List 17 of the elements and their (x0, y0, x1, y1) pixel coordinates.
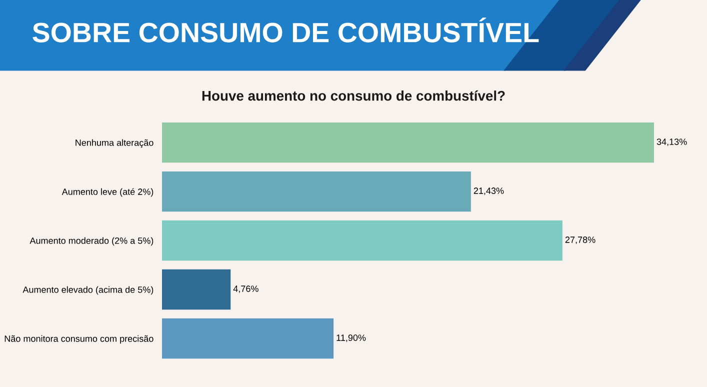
chart-subtitle: Houve aumento no consumo de combustível? (202, 90, 505, 101)
chart-title: SOBRE CONSUMO DE COMBUSTÍVEL (32, 18, 539, 42)
data-label: 34,13% (656, 138, 687, 146)
bar (162, 269, 231, 310)
y-tick-label: Aumento elevado (acima de 5%) (22, 286, 154, 295)
data-label: 27,78% (565, 236, 596, 244)
bar (162, 122, 654, 163)
bar (162, 318, 334, 359)
y-tick-label: Aumento moderado (2% a 5%) (30, 237, 154, 246)
bar (162, 171, 471, 212)
y-tick-label: Nenhuma alteração (76, 139, 154, 148)
data-label: 11,90% (336, 334, 366, 342)
data-label: 21,43% (474, 188, 504, 196)
data-label: 4,76% (233, 286, 258, 294)
y-tick-label: Não monitora consumo com precisão (4, 335, 154, 344)
bar (162, 220, 562, 261)
y-tick-label: Aumento leve (até 2%) (62, 188, 154, 197)
